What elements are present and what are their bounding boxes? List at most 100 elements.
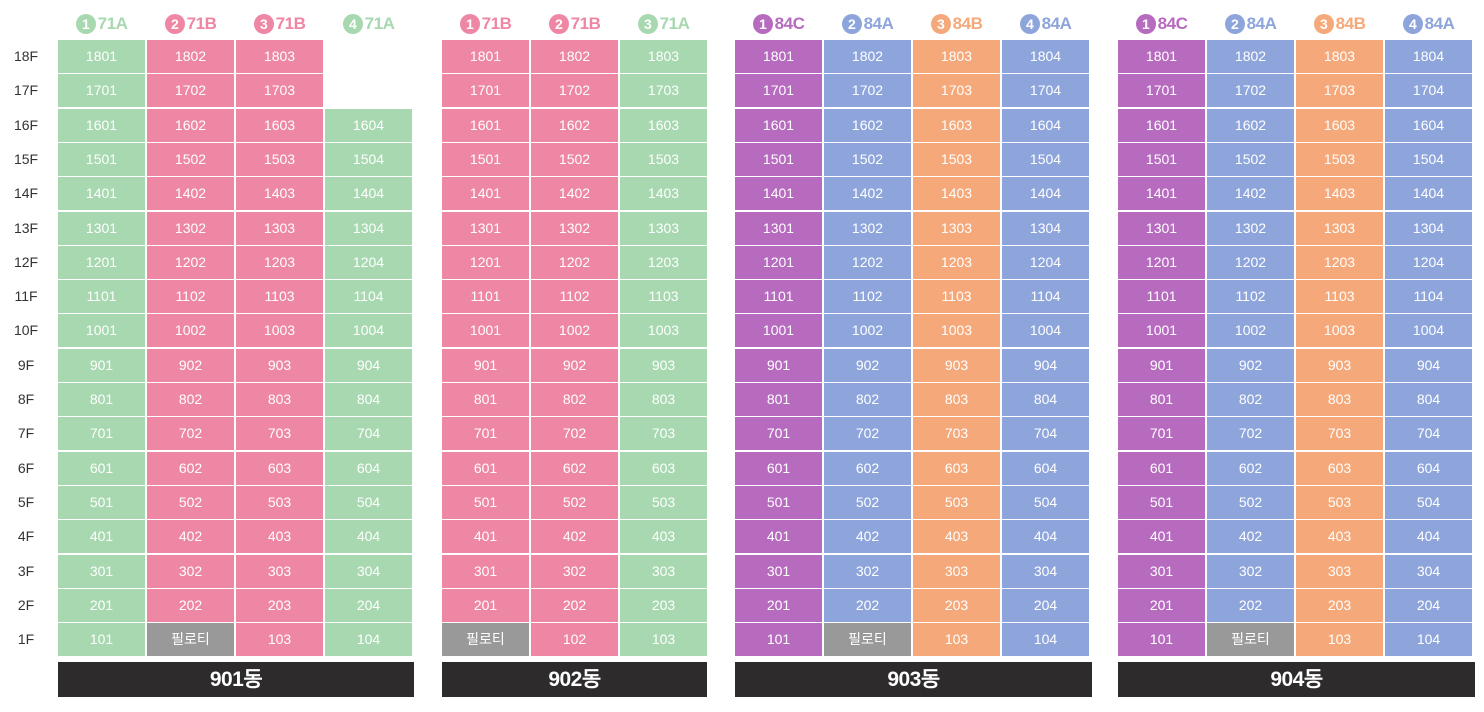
unit-cell[interactable]: 104 (1385, 623, 1472, 657)
unit-cell[interactable]: 404 (1002, 520, 1089, 554)
unit-cell[interactable]: 302 (147, 554, 234, 588)
unit-cell[interactable]: 501 (735, 485, 822, 519)
unit-cell[interactable]: 702 (147, 417, 234, 451)
unit-cell[interactable]: 201 (58, 588, 145, 622)
unit-cell[interactable]: 301 (442, 554, 529, 588)
unit-cell[interactable]: 401 (442, 520, 529, 554)
unit-cell[interactable]: 802 (531, 383, 618, 416)
unit-cell[interactable]: 901 (735, 348, 822, 382)
unit-cell[interactable]: 1602 (531, 108, 618, 142)
unit-cell[interactable]: 404 (1385, 520, 1472, 554)
unit-cell[interactable]: 901 (442, 348, 529, 382)
unit-cell[interactable]: 703 (913, 417, 1000, 451)
unit-cell[interactable]: 304 (1385, 554, 1472, 588)
unit-cell[interactable]: 403 (620, 520, 707, 554)
unit-cell[interactable]: 1403 (620, 177, 707, 211)
unit-cell[interactable]: 1101 (735, 280, 822, 314)
unit-cell[interactable]: 402 (531, 520, 618, 554)
unit-cell[interactable]: 1503 (620, 142, 707, 176)
unit-cell[interactable]: 703 (620, 417, 707, 451)
unit-cell[interactable]: 1002 (531, 314, 618, 348)
unit-cell[interactable]: 1502 (1207, 142, 1294, 176)
unit-cell[interactable]: 1003 (1296, 314, 1383, 348)
unit-cell[interactable]: 1204 (1385, 245, 1472, 279)
unit-cell[interactable]: 802 (824, 383, 911, 416)
unit-cell[interactable]: 1303 (913, 211, 1000, 245)
unit-cell[interactable]: 1303 (236, 211, 323, 245)
unit-cell[interactable]: 1103 (236, 280, 323, 314)
unit-cell[interactable]: 501 (442, 485, 529, 519)
unit-cell[interactable]: 1601 (1118, 108, 1205, 142)
unit-cell[interactable]: 1302 (531, 211, 618, 245)
unit-cell[interactable]: 1303 (620, 211, 707, 245)
unit-cell[interactable]: 102 (531, 623, 618, 657)
unit-cell[interactable]: 1801 (1118, 40, 1205, 73)
unit-cell[interactable]: 1802 (147, 40, 234, 73)
unit-cell[interactable]: 203 (913, 588, 1000, 622)
piloti-cell[interactable]: 필로티 (442, 623, 529, 657)
unit-cell[interactable]: 104 (1002, 623, 1089, 657)
unit-cell[interactable]: 1102 (1207, 280, 1294, 314)
unit-cell[interactable]: 1401 (58, 177, 145, 211)
unit-cell[interactable]: 203 (236, 588, 323, 622)
unit-cell[interactable]: 1802 (531, 40, 618, 73)
unit-cell[interactable]: 903 (236, 348, 323, 382)
unit-cell[interactable]: 1401 (735, 177, 822, 211)
unit-cell[interactable]: 1401 (1118, 177, 1205, 211)
unit-cell[interactable]: 1402 (824, 177, 911, 211)
unit-cell[interactable]: 1604 (325, 108, 412, 142)
unit-cell[interactable]: 504 (1385, 485, 1472, 519)
unit-cell[interactable]: 1101 (1118, 280, 1205, 314)
unit-cell[interactable]: 1703 (620, 74, 707, 108)
unit-cell[interactable]: 404 (325, 520, 412, 554)
unit-cell[interactable]: 302 (531, 554, 618, 588)
unit-cell[interactable]: 201 (735, 588, 822, 622)
unit-cell[interactable]: 1104 (1002, 280, 1089, 314)
unit-cell[interactable]: 603 (1296, 451, 1383, 485)
unit-cell[interactable]: 304 (1002, 554, 1089, 588)
unit-cell[interactable]: 1603 (620, 108, 707, 142)
unit-cell[interactable]: 904 (1385, 348, 1472, 382)
unit-cell[interactable]: 703 (1296, 417, 1383, 451)
unit-cell[interactable]: 103 (913, 623, 1000, 657)
unit-cell[interactable]: 1004 (1385, 314, 1472, 348)
unit-cell[interactable]: 702 (1207, 417, 1294, 451)
unit-cell[interactable]: 601 (1118, 451, 1205, 485)
unit-cell[interactable]: 501 (1118, 485, 1205, 519)
unit-cell[interactable]: 1704 (1385, 74, 1472, 108)
unit-cell[interactable]: 204 (1385, 588, 1472, 622)
unit-cell[interactable]: 701 (1118, 417, 1205, 451)
unit-cell[interactable]: 803 (620, 383, 707, 416)
unit-cell[interactable]: 1002 (1207, 314, 1294, 348)
unit-cell[interactable]: 1704 (1002, 74, 1089, 108)
unit-cell[interactable]: 1001 (442, 314, 529, 348)
unit-cell[interactable]: 1404 (325, 177, 412, 211)
unit-cell[interactable]: 1703 (236, 74, 323, 108)
unit-cell[interactable]: 503 (1296, 485, 1383, 519)
unit-cell[interactable]: 701 (58, 417, 145, 451)
unit-cell[interactable]: 704 (1385, 417, 1472, 451)
unit-cell[interactable]: 1202 (824, 245, 911, 279)
unit-cell[interactable]: 903 (1296, 348, 1383, 382)
unit-cell[interactable]: 803 (1296, 383, 1383, 416)
unit-cell[interactable]: 1304 (325, 211, 412, 245)
unit-cell[interactable]: 803 (236, 383, 323, 416)
unit-cell[interactable]: 1104 (1385, 280, 1472, 314)
unit-cell[interactable]: 103 (236, 623, 323, 657)
unit-cell[interactable]: 1302 (1207, 211, 1294, 245)
unit-cell[interactable]: 204 (325, 588, 412, 622)
unit-cell[interactable]: 801 (1118, 383, 1205, 416)
unit-cell[interactable]: 1301 (735, 211, 822, 245)
unit-cell[interactable]: 103 (620, 623, 707, 657)
unit-cell[interactable]: 1202 (531, 245, 618, 279)
unit-cell[interactable]: 1803 (1296, 40, 1383, 73)
unit-cell[interactable]: 1501 (58, 142, 145, 176)
unit-cell[interactable]: 1702 (824, 74, 911, 108)
unit-cell[interactable]: 303 (236, 554, 323, 588)
unit-cell[interactable]: 202 (1207, 588, 1294, 622)
unit-cell[interactable]: 1203 (236, 245, 323, 279)
unit-cell[interactable]: 601 (735, 451, 822, 485)
unit-cell[interactable]: 602 (147, 451, 234, 485)
unit-cell[interactable]: 1503 (236, 142, 323, 176)
unit-cell[interactable]: 101 (58, 623, 145, 657)
